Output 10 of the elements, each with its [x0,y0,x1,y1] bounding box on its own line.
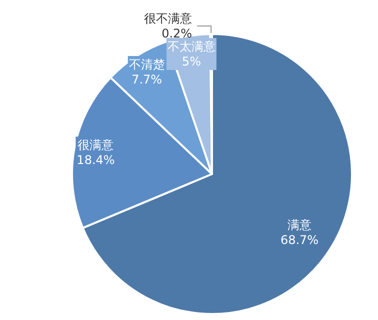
data-label: 68.7% [280,232,319,247]
slice-label: 很满意 [78,138,114,152]
data-label: 0.2% [162,26,192,41]
slice-label: 很不满意 [144,12,192,26]
slice-label: 不太满意 [167,40,216,54]
data-label: 18.4% [76,153,115,168]
slice-label: 满意 [288,218,312,232]
slice-label: 不清楚 [128,58,165,72]
data-label: 7.7% [132,72,162,87]
data-label: 5% [182,54,201,69]
